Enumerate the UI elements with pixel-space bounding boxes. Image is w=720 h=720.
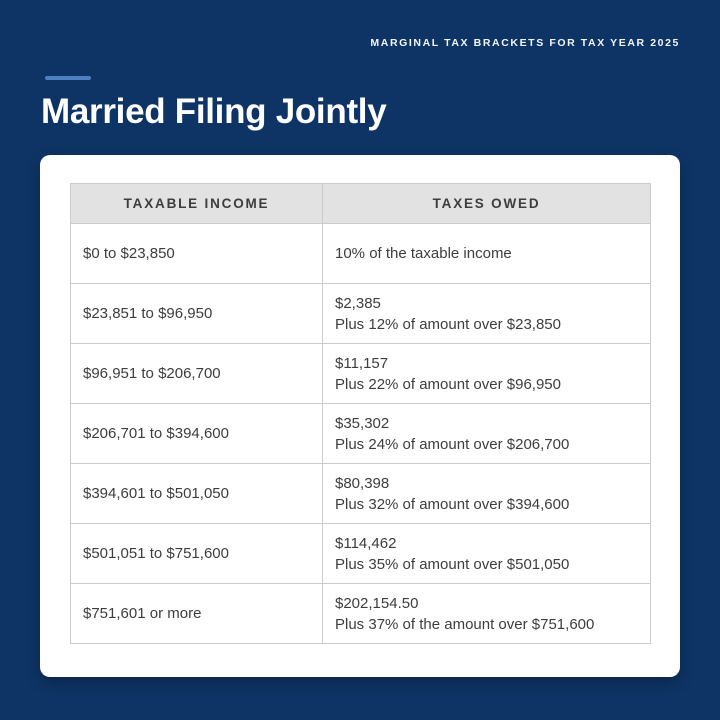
taxable-income-cell: $0 to $23,850 — [70, 223, 323, 284]
taxable-income-cell: $96,951 to $206,700 — [70, 343, 323, 404]
col-header-taxes-owed: TAXES OWED — [322, 183, 651, 224]
taxes-owed-plus: Plus 24% of amount over $206,700 — [335, 435, 570, 453]
table-card: TAXABLE INCOME TAXES OWED $0 to $23,850 … — [40, 155, 680, 677]
taxes-owed-base: $35,302 — [335, 414, 390, 432]
taxes-owed-plus: Plus 22% of amount over $96,950 — [335, 375, 561, 393]
tax-bracket-table: TAXABLE INCOME TAXES OWED $0 to $23,850 … — [70, 183, 651, 644]
table-row: $206,701 to $394,600 $35,302 Plus 24% of… — [70, 403, 651, 464]
table-row: $96,951 to $206,700 $11,157 Plus 22% of … — [70, 343, 651, 404]
taxes-owed-base: $80,398 — [335, 474, 390, 492]
table-row: $0 to $23,850 10% of the taxable income — [70, 223, 651, 284]
taxes-owed-cell: $202,154.50 Plus 37% of the amount over … — [322, 583, 651, 644]
taxes-owed-base: 10% of the taxable income — [335, 245, 512, 262]
page-title: Married Filing Jointly — [41, 92, 387, 131]
taxes-owed-base: $2,385 — [335, 294, 381, 312]
taxes-owed-cell: $2,385 Plus 12% of amount over $23,850 — [322, 283, 651, 344]
taxes-owed-cell: $80,398 Plus 32% of amount over $394,600 — [322, 463, 651, 524]
taxes-owed-cell: 10% of the taxable income — [322, 223, 651, 284]
table-header-row: TAXABLE INCOME TAXES OWED — [70, 183, 651, 224]
taxes-owed-cell: $11,157 Plus 22% of amount over $96,950 — [322, 343, 651, 404]
taxable-income-cell: $501,051 to $751,600 — [70, 523, 323, 584]
table-row: $394,601 to $501,050 $80,398 Plus 32% of… — [70, 463, 651, 524]
table-row: $23,851 to $96,950 $2,385 Plus 12% of am… — [70, 283, 651, 344]
table-row: $751,601 or more $202,154.50 Plus 37% of… — [70, 583, 651, 644]
taxes-owed-plus: Plus 32% of amount over $394,600 — [335, 495, 570, 513]
taxes-owed-cell: $35,302 Plus 24% of amount over $206,700 — [322, 403, 651, 464]
taxes-owed-base: $114,462 — [335, 534, 397, 552]
taxes-owed-base: $202,154.50 — [335, 594, 419, 612]
table-row: $501,051 to $751,600 $114,462 Plus 35% o… — [70, 523, 651, 584]
taxable-income-cell: $23,851 to $96,950 — [70, 283, 323, 344]
taxable-income-cell: $394,601 to $501,050 — [70, 463, 323, 524]
taxes-owed-base: $11,157 — [335, 354, 389, 372]
taxes-owed-plus: Plus 37% of the amount over $751,600 — [335, 615, 595, 633]
taxes-owed-plus: Plus 12% of amount over $23,850 — [335, 315, 561, 333]
accent-dash — [45, 76, 91, 80]
eyebrow-label: MARGINAL TAX BRACKETS FOR TAX YEAR 2025 — [370, 37, 680, 49]
taxes-owed-plus: Plus 35% of amount over $501,050 — [335, 555, 570, 573]
taxable-income-cell: $206,701 to $394,600 — [70, 403, 323, 464]
taxes-owed-cell: $114,462 Plus 35% of amount over $501,05… — [322, 523, 651, 584]
col-header-taxable-income: TAXABLE INCOME — [70, 183, 323, 224]
taxable-income-cell: $751,601 or more — [70, 583, 323, 644]
